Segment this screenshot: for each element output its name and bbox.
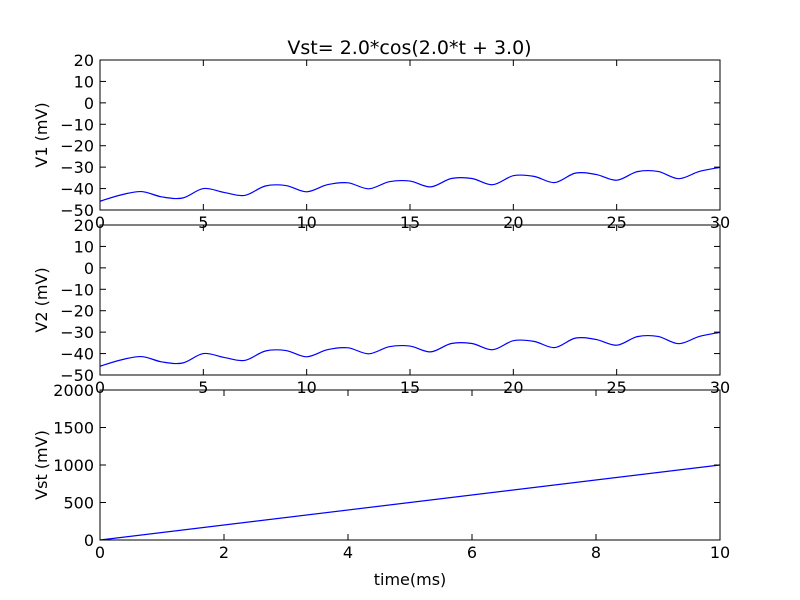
y-tick-label: 2000 (53, 381, 94, 400)
y-tick-label: −30 (60, 158, 94, 177)
y-tick-label: −40 (60, 345, 94, 364)
y-tick-label: 10 (74, 72, 94, 91)
x-tick-label: 25 (606, 213, 626, 232)
series-line (99, 166, 721, 202)
y-tick-label: −20 (60, 302, 94, 321)
x-tick-label: 6 (467, 543, 477, 562)
x-tick-label: 0 (95, 543, 105, 562)
x-tick-label: 30 (710, 378, 730, 397)
y-tick-label: 500 (63, 494, 94, 513)
x-tick-label: 5 (198, 378, 208, 397)
y-tick-label: 1500 (53, 419, 94, 438)
x-tick-label: 10 (710, 543, 730, 562)
x-tick-label: 15 (400, 213, 420, 232)
x-tick-label: 15 (400, 378, 420, 397)
x-tick-label: 30 (710, 213, 730, 232)
x-tick-label: 10 (296, 213, 316, 232)
x-tick-label: 0 (95, 213, 105, 232)
y-axis-label: V1 (mV) (32, 102, 51, 167)
y-tick-label: 20 (74, 216, 94, 235)
y-axis-label: Vst (mV) (32, 430, 51, 500)
axes-frame (99, 224, 721, 376)
x-tick-label: 0 (95, 378, 105, 397)
y-tick-label: −30 (60, 323, 94, 342)
x-tick-label: 25 (606, 378, 626, 397)
x-tick-label: 5 (198, 213, 208, 232)
y-tick-label: 0 (84, 259, 94, 278)
y-tick-label: −10 (60, 280, 94, 299)
chart-title: Vst= 2.0*cos(2.0*t + 3.0) (287, 37, 531, 59)
y-tick-label: −50 (60, 201, 94, 220)
y-tick-label: 0 (84, 531, 94, 550)
x-tick-label: 20 (503, 378, 523, 397)
y-tick-label: −20 (60, 137, 94, 156)
y-tick-label: −50 (60, 366, 94, 385)
x-tick-label: 10 (296, 378, 316, 397)
x-axis-label: time(ms) (374, 570, 447, 589)
axes-frame (99, 59, 721, 211)
v1-panel: 0 5 10 15 20 25 30 −50 −40 −30 −20 −10 0 10 20 V1 (mV) (32, 51, 730, 232)
y-axis-label: V2 (mV) (32, 267, 51, 332)
vst-panel: 0 2 4 6 8 10 0 500 1000 1500 2000 Vst (mV) time(ms) (32, 381, 730, 589)
y-tick-label: 0 (84, 94, 94, 113)
x-tick-label: 8 (591, 543, 601, 562)
y-tick-label: 1000 (53, 456, 94, 475)
axes-frame (99, 389, 721, 541)
x-tick-label: 2 (219, 543, 229, 562)
y-tick-label: −10 (60, 115, 94, 134)
y-tick-label: 20 (74, 51, 94, 70)
y-tick-label: −40 (60, 180, 94, 199)
series-line (99, 464, 721, 541)
x-tick-label: 20 (503, 213, 523, 232)
series-line (99, 331, 721, 367)
y-tick-label: 10 (74, 237, 94, 256)
x-tick-label: 4 (343, 543, 353, 562)
